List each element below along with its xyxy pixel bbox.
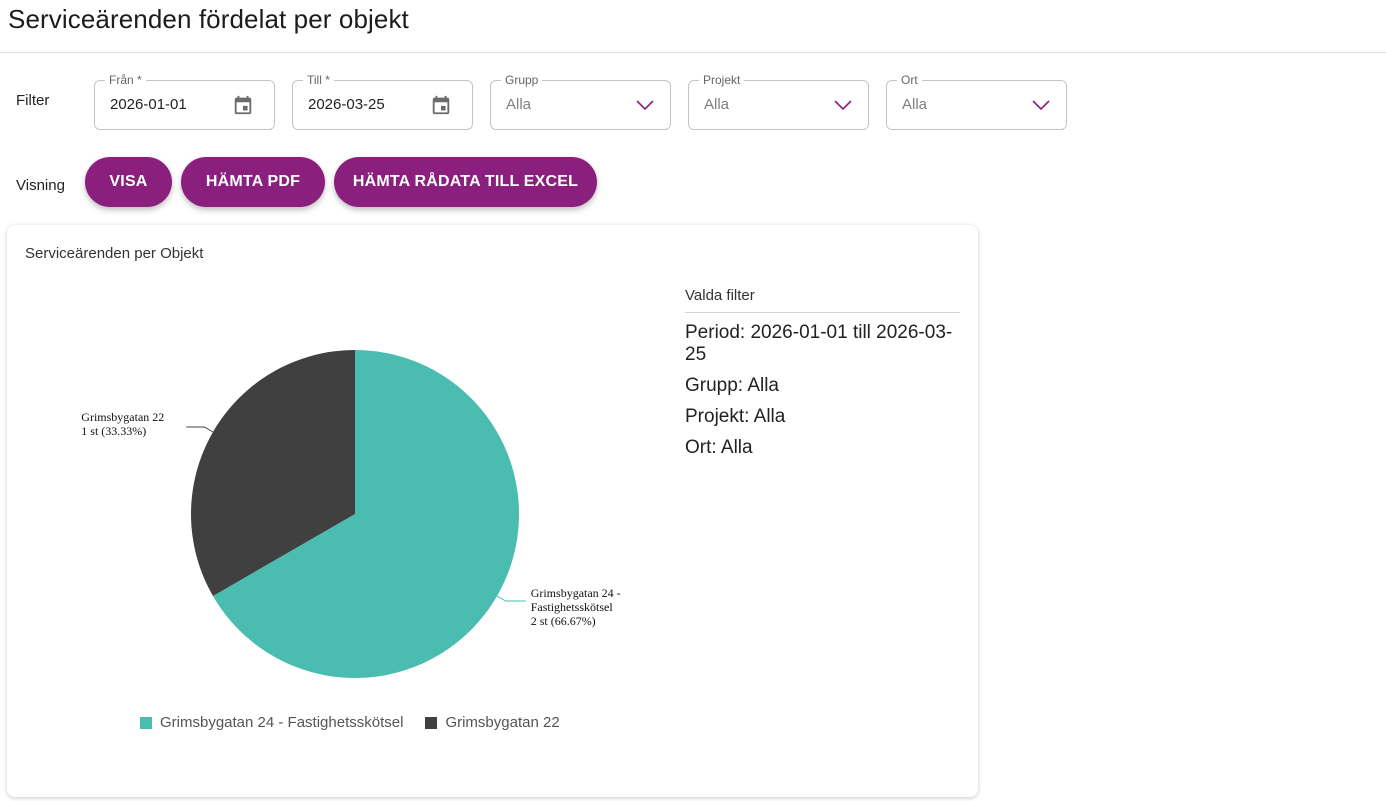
calendar-icon[interactable] (232, 94, 254, 116)
filter-label: Filter (16, 92, 50, 109)
projekt-value: Alla (704, 96, 730, 113)
chevron-down-icon[interactable] (834, 99, 852, 111)
card-title: Serviceärenden per Objekt (25, 245, 204, 262)
chevron-down-icon[interactable] (1032, 99, 1050, 111)
pie-leader-line (186, 426, 214, 433)
projekt-label: Projekt (699, 72, 745, 88)
chevron-down-icon[interactable] (636, 99, 654, 111)
chart-card: Serviceärenden per Objekt Grimsbygatan 2… (7, 225, 978, 797)
grupp-value: Alla (506, 96, 532, 113)
selected-filter-grupp: Grupp: Alla (685, 375, 779, 396)
selected-filters-panel: Valda filter Period: 2026-01-01 till 202… (685, 287, 960, 459)
ort-select[interactable]: Ort Alla (886, 72, 1067, 130)
visa-button[interactable]: VISA (85, 157, 172, 207)
selected-filters-heading: Valda filter (685, 287, 960, 313)
from-date-field[interactable]: Från * 2026-01-01 (94, 72, 275, 130)
to-date-value[interactable]: 2026-03-25 (308, 96, 385, 113)
pie-slice-label: Grimsbygatan 22 1 st (33.33%) (81, 410, 164, 438)
from-date-label: Från * (105, 72, 146, 88)
pie-slice[interactable] (191, 350, 355, 596)
chart-legend: Grimsbygatan 24 - Fastighetsskötsel Grim… (140, 714, 560, 731)
selected-filter-projekt: Projekt: Alla (685, 406, 786, 427)
calendar-icon[interactable] (430, 94, 452, 116)
selected-filter-period: Period: 2026-01-01 till 2026-03-25 (685, 322, 953, 365)
legend-item[interactable]: Grimsbygatan 24 - Fastighetsskötsel (140, 714, 403, 731)
legend-label: Grimsbygatan 24 - Fastighetsskötsel (160, 714, 404, 731)
legend-swatch (425, 716, 438, 729)
hamta-pdf-button[interactable]: HÄMTA PDF (181, 157, 325, 207)
ort-label: Ort (897, 72, 922, 88)
projekt-select[interactable]: Projekt Alla (688, 72, 869, 130)
legend-item[interactable]: Grimsbygatan 22 (425, 714, 560, 731)
page-title: Serviceärenden fördelat per objekt (8, 4, 409, 34)
ort-value: Alla (902, 96, 928, 113)
pie-slice-label: Grimsbygatan 24 -Fastighetsskötsel 2 st (… (531, 586, 621, 628)
pie-slice[interactable] (212, 350, 519, 678)
visning-label: Visning (16, 177, 65, 194)
title-divider (0, 52, 1386, 53)
pie-leader-line (496, 595, 526, 602)
to-date-field[interactable]: Till * 2026-03-25 (292, 72, 473, 130)
grupp-select[interactable]: Grupp Alla (490, 72, 671, 130)
to-date-label: Till * (303, 72, 334, 88)
hamta-excel-button[interactable]: HÄMTA RÅDATA TILL EXCEL (334, 157, 597, 207)
selected-filter-ort: Ort: Alla (685, 437, 753, 458)
from-date-value[interactable]: 2026-01-01 (110, 96, 187, 113)
legend-label: Grimsbygatan 22 (445, 714, 560, 731)
grupp-label: Grupp (501, 72, 543, 88)
legend-swatch (140, 716, 152, 729)
pie-chart: Grimsbygatan 24 -Fastighetsskötsel 2 st (… (81, 350, 621, 678)
